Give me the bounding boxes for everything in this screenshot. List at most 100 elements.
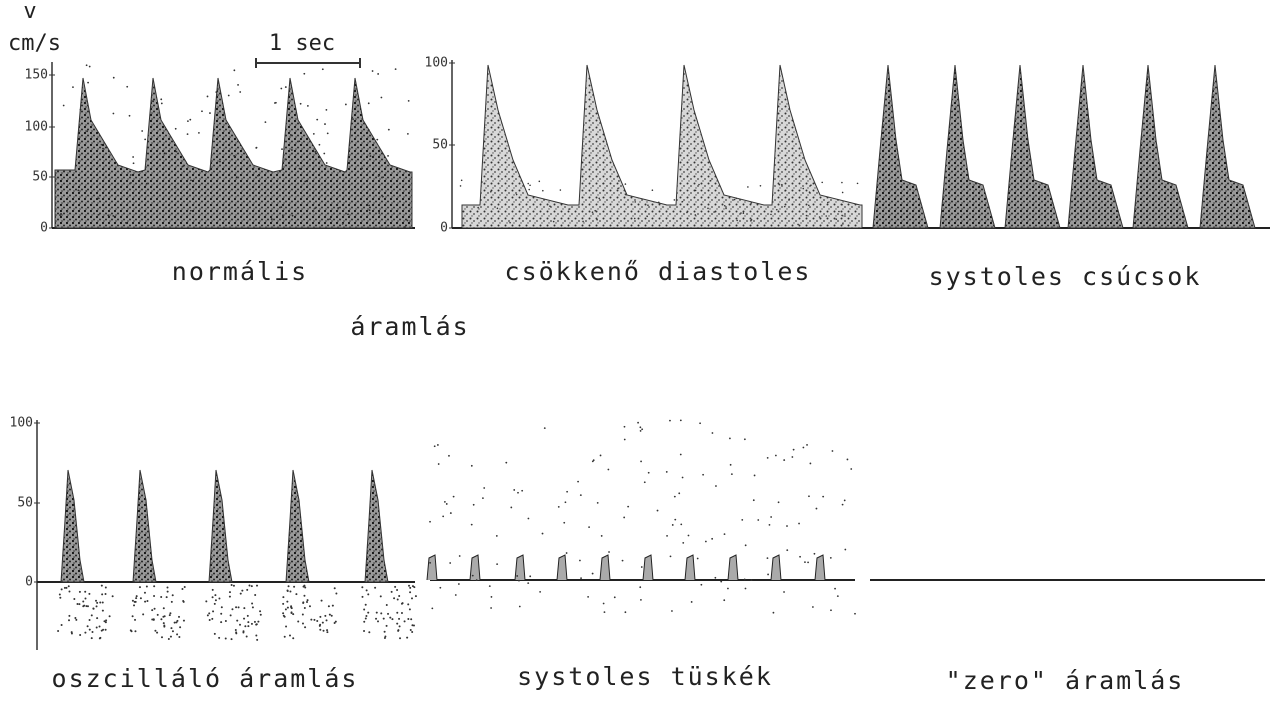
- speckle: [747, 186, 749, 188]
- speckle: [95, 599, 98, 602]
- speckle: [324, 614, 327, 617]
- speckle: [183, 586, 186, 589]
- speckle: [527, 582, 530, 585]
- speckle: [770, 213, 772, 216]
- speckle: [759, 184, 762, 187]
- speckle: [371, 70, 374, 72]
- speckle: [86, 605, 89, 608]
- speckle: [334, 620, 337, 623]
- speckle: [253, 620, 256, 623]
- axis-symbol: v: [23, 0, 36, 24]
- speckle: [690, 601, 693, 603]
- speckle: [752, 499, 755, 502]
- speckle: [397, 629, 400, 632]
- speckle: [557, 505, 560, 508]
- speckle: [743, 438, 746, 441]
- speckle: [623, 425, 626, 428]
- speckle: [292, 637, 295, 640]
- speckle: [591, 211, 594, 213]
- speckle: [230, 638, 233, 641]
- speckle: [783, 459, 786, 461]
- speckle: [527, 182, 530, 185]
- speckle: [490, 607, 492, 609]
- speckle: [488, 585, 491, 588]
- speckle: [623, 438, 626, 441]
- speckle: [171, 630, 174, 633]
- speckle: [214, 594, 217, 597]
- speckle: [178, 615, 181, 618]
- speckle: [326, 631, 329, 634]
- speckle: [385, 624, 388, 627]
- speckle: [634, 201, 637, 203]
- speckle: [813, 552, 816, 555]
- speckle: [124, 222, 127, 224]
- speckle: [284, 608, 287, 611]
- speckle: [398, 617, 401, 620]
- speckle: [174, 127, 177, 130]
- speckle: [302, 585, 305, 588]
- speckle: [230, 584, 233, 587]
- speckle: [694, 214, 697, 216]
- speckle: [384, 635, 387, 638]
- speckle: [777, 501, 780, 504]
- speckle: [189, 118, 192, 121]
- speckle: [844, 548, 847, 551]
- speckle: [178, 635, 181, 638]
- panel-label: systoles csúcsok: [929, 262, 1202, 291]
- speckle: [401, 602, 404, 605]
- speckle: [542, 189, 544, 192]
- speckle: [443, 500, 446, 503]
- speckle: [91, 630, 94, 633]
- speckle: [325, 619, 328, 622]
- speckle: [510, 506, 513, 509]
- speckle: [134, 630, 137, 633]
- speckle: [380, 96, 383, 99]
- speckle: [363, 620, 366, 623]
- speckle: [363, 629, 366, 632]
- speckle: [239, 592, 242, 595]
- speckle: [243, 617, 246, 620]
- speckle: [327, 605, 330, 608]
- speckle: [170, 600, 173, 603]
- speckle: [107, 214, 110, 217]
- waveform: [54, 77, 413, 229]
- speckle: [713, 211, 715, 213]
- speckle: [592, 459, 595, 462]
- speckle: [669, 419, 671, 422]
- speckle: [205, 600, 208, 603]
- speckle: [791, 456, 794, 458]
- speckle: [669, 555, 672, 558]
- y-tick-label: 0: [440, 221, 448, 236]
- speckle: [179, 626, 182, 629]
- speckle: [264, 121, 267, 124]
- speckle: [236, 619, 239, 622]
- speckle: [131, 599, 134, 602]
- speckle: [834, 587, 836, 590]
- speckle: [549, 205, 551, 207]
- speckle: [347, 213, 349, 216]
- speckle: [173, 621, 176, 624]
- speckle: [686, 211, 688, 214]
- speckle: [844, 215, 846, 217]
- speckle: [436, 444, 439, 446]
- speckle: [460, 179, 463, 182]
- speckle: [286, 589, 289, 592]
- speckle: [319, 615, 322, 618]
- speckle: [679, 453, 682, 456]
- speckle: [101, 593, 104, 596]
- waveform: [461, 64, 863, 229]
- speckle: [213, 602, 216, 605]
- speckle: [90, 637, 93, 640]
- speckle: [145, 182, 148, 185]
- waveform: [208, 469, 233, 583]
- speckle: [375, 611, 378, 614]
- speckle: [134, 618, 137, 621]
- speckle: [283, 615, 286, 618]
- speckle: [289, 590, 292, 593]
- speckle: [618, 180, 620, 182]
- speckle: [198, 131, 200, 134]
- speckle: [408, 608, 411, 611]
- speckle: [409, 591, 412, 594]
- speckle: [671, 610, 673, 612]
- speckle: [410, 618, 413, 621]
